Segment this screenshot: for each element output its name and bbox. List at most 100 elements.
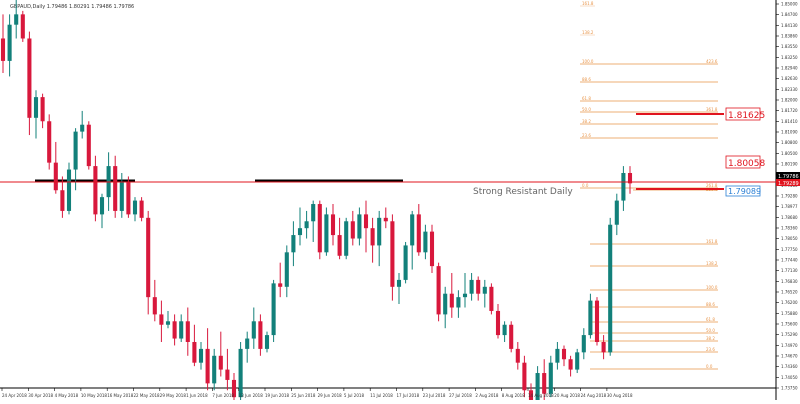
time-axis-label: 19 Jun 2018: [265, 393, 290, 398]
price-axis-label: 1.74360: [781, 364, 798, 369]
fib-level-label: 23.6: [582, 133, 591, 138]
price-line-tag: [776, 179, 800, 186]
candle-body: [482, 286, 487, 294]
time-axis-label: 8 Aug 2018: [502, 393, 526, 398]
price-axis-label: 1.75880: [781, 311, 798, 316]
candle-body: [297, 228, 303, 236]
candle-body: [330, 214, 336, 236]
candle-body: [416, 214, 421, 253]
candle-body: [489, 286, 494, 311]
candle-body: [152, 297, 157, 315]
time-axis-label: 5 Jul 2018: [344, 393, 365, 398]
candle-body: [515, 348, 520, 363]
candle-body: [396, 279, 402, 287]
candle-body: [73, 131, 78, 170]
time-axis-label: 14 Aug 2018: [528, 393, 554, 398]
time-axis-label: 30 Aug 2018: [607, 393, 633, 398]
candle-body: [344, 221, 349, 256]
candle-body: [522, 362, 527, 391]
candle-body: [172, 321, 177, 339]
candle-body: [377, 217, 382, 246]
candle-body: [218, 355, 223, 370]
candle-body: [469, 279, 474, 294]
price-axis-label: 1.74050: [781, 375, 798, 380]
candle-body: [337, 235, 342, 256]
price-axis-label: 1.76520: [781, 290, 798, 295]
target-box-lower: [725, 155, 761, 169]
current-level-box: [725, 185, 761, 197]
fib-level-label: 138.2: [582, 30, 594, 35]
fib-retrace-label: 161.8: [706, 239, 718, 244]
time-axis-label: 17 Jul 2018: [397, 393, 420, 398]
candle-body: [568, 359, 573, 370]
fib-retrace-label: 23.6: [706, 347, 715, 352]
time-axis-label: 29 Jun 2018: [318, 393, 343, 398]
fib-retrace-label: 61.8: [706, 317, 715, 322]
candle-body: [621, 172, 626, 201]
candle-body: [476, 279, 481, 294]
candlesticks: [0, 0, 633, 404]
time-axis-label: 7 Jun 2018: [212, 393, 234, 398]
candle-body: [555, 348, 560, 363]
time-axis-label: 24 Aug 2018: [581, 393, 607, 398]
price-axis-label: 1.82000: [781, 98, 798, 103]
candle-body: [53, 162, 58, 191]
price-axis-label: 1.84700: [781, 12, 798, 17]
candle-body: [575, 352, 580, 370]
candle-body: [205, 348, 210, 384]
candle-body: [264, 335, 270, 349]
price-axis-label: 1.81090: [781, 130, 798, 135]
price-line-value: 1.79289: [778, 181, 799, 187]
candle-body: [93, 166, 98, 215]
candle-body: [614, 200, 619, 225]
candle-body: [429, 231, 435, 267]
price-axis-label: 1.76830: [781, 279, 798, 284]
candle-body: [80, 124, 85, 132]
candle-body: [495, 310, 501, 336]
price-axis-label: 1.80500: [781, 151, 798, 156]
candle-body: [14, 14, 19, 25]
candle-body: [179, 321, 184, 339]
fib-retrace-label: 100.0: [706, 285, 718, 290]
current-price-value: 1.79786: [778, 174, 799, 180]
candle-body: [245, 338, 250, 349]
candle-body: [231, 379, 237, 398]
time-axis-label: 11 Jul 2018: [370, 393, 393, 398]
candle-body: [370, 228, 375, 246]
fib-level-label: 38.2: [582, 119, 591, 124]
fib-retrace-label: 138.2: [706, 261, 718, 266]
candle-body: [33, 97, 39, 118]
time-axis-label: 16 May 2018: [107, 393, 134, 398]
time-axis-label: 20 Aug 2018: [554, 393, 580, 398]
price-axis-label: 1.78360: [781, 226, 798, 231]
time-axis-label: 27 Jul 2018: [449, 393, 472, 398]
fib-level-label: 0.0: [582, 183, 589, 188]
candle-body: [192, 341, 197, 363]
candle-body: [456, 297, 461, 308]
price-axis-label: 1.75290: [781, 332, 798, 337]
fib-retrace-label: 88.6: [706, 302, 715, 307]
time-axis-label: 4 May 2018: [55, 393, 79, 398]
fib-level-label: 88.6: [582, 77, 591, 82]
price-axis-label: 1.78050: [781, 236, 798, 241]
candle-body: [542, 373, 547, 394]
candle-body: [357, 214, 362, 239]
target-box-upper: [725, 107, 761, 121]
candle-body: [198, 348, 204, 363]
time-axis-label: 1 Jun 2018: [186, 393, 208, 398]
time-axis-label: 24 Apr 2018: [2, 393, 27, 398]
price-axis[interactable]: 1.85000 1.84700 1.84130 1.83860 1.83550 1.832…: [776, 2, 798, 391]
candle-body: [423, 231, 428, 253]
price-axis-label: 1.77130: [781, 268, 798, 273]
fib-level-label: 100.0: [582, 59, 594, 64]
time-axis[interactable]: 24 Apr 2018 30 Apr 2018 4 May 2018 10 May 2…: [1, 388, 633, 398]
time-axis-label: 30 Apr 2018: [28, 393, 53, 398]
candle-body: [390, 221, 395, 287]
price-axis-label: 1.81410: [781, 119, 798, 124]
time-axis-label: 23 Jul 2018: [423, 393, 446, 398]
time-axis-label: 2 Aug 2018: [475, 393, 499, 398]
candle-body: [601, 341, 606, 353]
time-axis-label: 10 May 2018: [81, 393, 108, 398]
